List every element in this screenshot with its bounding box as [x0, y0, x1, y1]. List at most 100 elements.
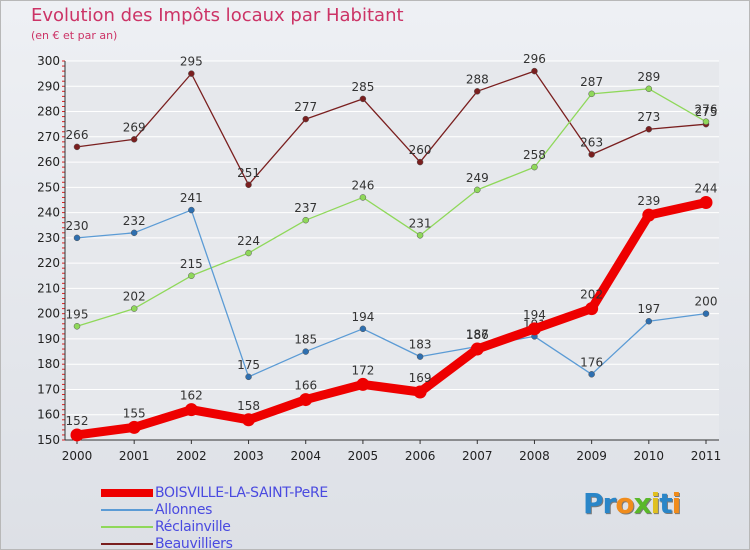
- series-3-point-10: [645, 125, 653, 133]
- series-2-point-4: [302, 216, 309, 224]
- series-2-point-6: [416, 232, 424, 239]
- y-tick-label-270: 270: [37, 130, 60, 144]
- y-tick-label-210: 210: [37, 281, 60, 295]
- series-0-label-8: 194: [523, 308, 546, 322]
- series-2-point-2: [188, 272, 195, 280]
- x-tick-label-2011: 2011: [691, 449, 722, 463]
- x-tick-label-2009: 2009: [576, 449, 607, 463]
- y-tick-label-220: 220: [37, 256, 60, 270]
- series-2-point-11: [702, 118, 710, 125]
- series-3-label-4: 277: [294, 100, 317, 114]
- series-1-label-2: 241: [180, 191, 203, 205]
- series-3-label-8: 296: [523, 52, 546, 66]
- series-1-label-6: 183: [409, 338, 432, 352]
- series-2-point-1: [130, 305, 138, 312]
- series-0-label-2: 162: [180, 389, 203, 403]
- series-1-point-3: [245, 373, 252, 381]
- series-3-label-7: 288: [466, 72, 489, 86]
- series-1-point-2: [188, 206, 195, 214]
- x-tick-label-2001: 2001: [119, 449, 150, 463]
- y-tick-label-290: 290: [37, 79, 60, 93]
- x-tick-label-2003: 2003: [233, 449, 264, 463]
- series-1-point-11: [702, 310, 710, 317]
- series-3-point-9: [588, 151, 595, 158]
- series-0-point-4: [299, 393, 313, 407]
- y-tick-label-170: 170: [37, 382, 60, 396]
- legend-label-1: Allonnes: [155, 502, 213, 518]
- logo-letter-2: o: [615, 487, 634, 520]
- series-2-label-8: 258: [523, 148, 546, 162]
- logo-letter-5: t: [659, 487, 672, 520]
- series-2-label-0: 195: [66, 307, 89, 321]
- y-tick-label-190: 190: [37, 332, 60, 346]
- series-2-point-3: [245, 249, 252, 257]
- y-tick-label-300: 300: [37, 54, 60, 68]
- legend-swatch-0: [101, 489, 153, 497]
- series-3-label-1: 269: [123, 120, 146, 134]
- logo-letter-6: i: [671, 487, 682, 520]
- series-2-point-8: [531, 163, 538, 171]
- series-3-label-6: 260: [409, 143, 432, 157]
- series-1-point-6: [416, 353, 424, 360]
- series-2-label-1: 202: [123, 290, 146, 304]
- legend-swatch-2: [101, 526, 153, 528]
- series-2-label-7: 249: [466, 171, 489, 185]
- series-2-point-9: [588, 90, 595, 98]
- y-tick-label-250: 250: [37, 180, 60, 194]
- series-2-label-5: 246: [351, 178, 374, 192]
- series-0-label-11: 244: [695, 181, 718, 195]
- series-3-point-2: [188, 70, 195, 77]
- series-0-label-6: 169: [409, 371, 432, 385]
- series-3-point-1: [130, 136, 138, 143]
- x-tick-label-2005: 2005: [348, 449, 379, 463]
- series-0-point-0: [70, 428, 84, 442]
- x-tick-label-2010: 2010: [634, 449, 665, 463]
- series-1-point-4: [302, 348, 309, 355]
- y-tick-label-280: 280: [37, 105, 60, 119]
- series-0-point-1: [127, 420, 141, 434]
- series-1-label-1: 232: [123, 214, 146, 228]
- series-0-label-4: 166: [294, 379, 317, 393]
- x-tick-label-2002: 2002: [176, 449, 207, 463]
- legend-label-0: BOISVILLE-LA-SAINT-PeRE: [155, 485, 328, 501]
- series-3-label-10: 273: [637, 110, 660, 124]
- series-3-point-6: [416, 158, 424, 166]
- series-1-label-9: 176: [580, 355, 603, 369]
- y-tick-label-160: 160: [37, 408, 60, 422]
- series-0-label-7: 186: [466, 328, 489, 342]
- series-3-label-9: 263: [580, 135, 603, 149]
- series-0-point-9: [585, 302, 599, 316]
- series-1-point-5: [359, 325, 367, 333]
- y-tick-label-240: 240: [37, 206, 60, 220]
- series-2-label-4: 237: [294, 201, 317, 215]
- series-3-label-2: 295: [180, 55, 203, 69]
- series-1-label-10: 197: [637, 302, 660, 316]
- series-3-point-0: [73, 143, 81, 151]
- y-tick-label-200: 200: [37, 307, 60, 321]
- logo-letter-4: i: [650, 487, 661, 520]
- logo-letter-1: r: [602, 487, 617, 520]
- y-tick-label-150: 150: [37, 433, 60, 447]
- series-0-label-3: 158: [237, 399, 260, 413]
- series-0-label-0: 152: [66, 414, 89, 428]
- series-2-label-3: 224: [237, 234, 260, 248]
- series-1-label-5: 194: [351, 310, 374, 324]
- series-3-label-11: 275: [695, 105, 718, 119]
- plot-area: [65, 61, 719, 440]
- series-1-point-10: [645, 317, 653, 325]
- x-tick-label-2006: 2006: [405, 449, 436, 463]
- series-0-point-7: [470, 342, 484, 356]
- series-2-label-10: 289: [637, 70, 660, 84]
- series-0-point-3: [242, 413, 256, 427]
- series-0-label-10: 239: [637, 194, 660, 208]
- series-0-point-2: [184, 403, 198, 417]
- legend-label-2: Réclainville: [155, 519, 231, 535]
- series-1-label-0: 230: [66, 219, 89, 233]
- series-2-label-2: 215: [180, 257, 203, 271]
- series-0-point-10: [642, 208, 656, 222]
- legend-swatch-1: [101, 509, 153, 511]
- series-3-label-5: 285: [351, 80, 374, 94]
- series-line-2: [76, 88, 707, 327]
- series-0-label-9: 202: [580, 288, 603, 302]
